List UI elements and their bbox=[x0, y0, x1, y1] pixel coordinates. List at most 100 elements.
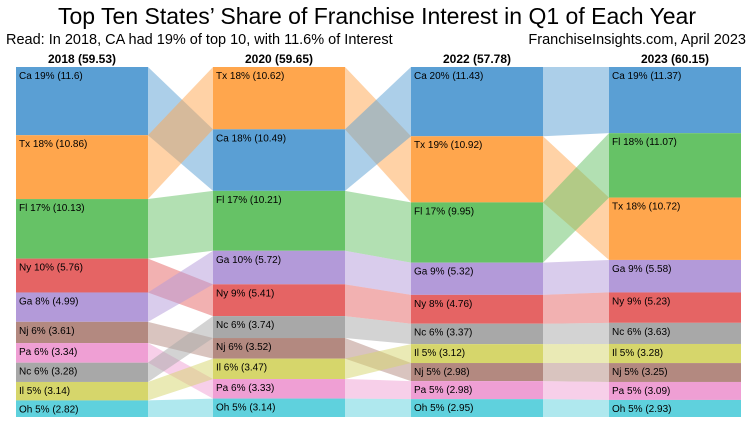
bar-segment-ga bbox=[213, 250, 345, 285]
segment-label: Nj 5% (2.98) bbox=[414, 367, 470, 378]
bar-segment-ca bbox=[411, 67, 543, 137]
bar-layer: Ca 19% (11.6) Tx 18% (10.86) Fl 17% (10.13… bbox=[16, 67, 741, 417]
segment-label: Il 5% (3.28) bbox=[612, 348, 663, 359]
segment-label: Fl 17% (9.95) bbox=[414, 206, 474, 217]
bar-segment-ga bbox=[411, 262, 543, 295]
segment-label: Nc 6% (3.74) bbox=[216, 320, 274, 331]
flow-nc-0 bbox=[148, 316, 213, 382]
segment-label: Ny 8% (4.76) bbox=[414, 299, 472, 310]
segment-label: Ca 18% (10.49) bbox=[216, 133, 286, 144]
segment-label: Nj 5% (3.25) bbox=[612, 367, 668, 378]
flow-ga-0 bbox=[148, 250, 213, 322]
chart-subtitle-read: Read: In 2018, CA had 19% of top 10, wit… bbox=[6, 32, 393, 48]
flow-ny-2 bbox=[543, 292, 609, 324]
segment-label: Ga 9% (5.58) bbox=[612, 264, 671, 275]
bar-segment-fl bbox=[609, 133, 741, 198]
bar-segment-ny bbox=[609, 292, 741, 323]
bar-segment-tx bbox=[213, 67, 345, 130]
segment-label: Ga 9% (5.32) bbox=[414, 267, 473, 278]
flow-il-1 bbox=[345, 344, 411, 380]
segment-label: Il 5% (3.14) bbox=[19, 386, 70, 397]
bar-segment-il bbox=[213, 358, 345, 380]
segment-label: Fl 17% (10.21) bbox=[216, 195, 282, 206]
bar-segment-oh bbox=[609, 399, 741, 417]
flow-pa-1 bbox=[345, 379, 411, 400]
flow-nj-2 bbox=[543, 363, 609, 382]
bar-segment-ga bbox=[609, 259, 741, 293]
bar-segment-nj bbox=[213, 338, 345, 359]
bar-segment-oh bbox=[213, 398, 345, 417]
segment-label: Nj 6% (3.61) bbox=[19, 326, 75, 337]
bar-segment-tx bbox=[609, 197, 741, 260]
flow-ga-2 bbox=[543, 259, 609, 295]
bar-segment-pa bbox=[213, 379, 345, 399]
bar-segment-pa bbox=[16, 343, 148, 363]
flow-ca-2 bbox=[543, 67, 609, 137]
segment-label: Fl 18% (11.07) bbox=[612, 137, 677, 148]
bar-segment-il bbox=[16, 381, 148, 401]
flow-oh-2 bbox=[543, 399, 609, 417]
bar-segment-nj bbox=[609, 363, 741, 382]
bar-segment-nc bbox=[411, 323, 543, 345]
segment-label: Ny 9% (5.23) bbox=[612, 296, 670, 307]
chart-title: Top Ten States’ Share of Franchise Inter… bbox=[58, 3, 696, 29]
bar-segment-fl bbox=[16, 199, 148, 259]
bar-segment-ca bbox=[609, 67, 741, 134]
flow-oh-0 bbox=[148, 398, 213, 417]
segment-label: Nc 6% (3.63) bbox=[612, 327, 670, 338]
bar-segment-fl bbox=[213, 190, 345, 251]
segment-label: Ga 8% (4.99) bbox=[19, 296, 78, 307]
column-header-2: 2022 (57.78) bbox=[443, 52, 511, 66]
flow-il-2 bbox=[543, 343, 609, 364]
bar-segment-oh bbox=[16, 400, 148, 417]
flow-fl-1 bbox=[345, 190, 411, 263]
bar-segment-tx bbox=[411, 136, 543, 203]
segment-label: Ca 19% (11.37) bbox=[612, 71, 681, 82]
bar-segment-nj bbox=[411, 363, 543, 382]
column-header-layer: 2018 (59.53) 2020 (59.65) 2022 (57.78) 2023… bbox=[48, 52, 709, 66]
bar-segment-nc bbox=[609, 322, 741, 344]
segment-label: Fl 17% (10.13) bbox=[19, 203, 85, 214]
flow-il-0 bbox=[148, 358, 213, 401]
bar-segment-nj bbox=[16, 321, 148, 344]
flow-oh-1 bbox=[345, 398, 411, 417]
bar-segment-oh bbox=[411, 399, 543, 417]
segment-label: Tx 19% (10.92) bbox=[414, 140, 482, 151]
segment-label: Oh 5% (2.95) bbox=[414, 403, 473, 414]
bar-segment-ca bbox=[213, 129, 345, 191]
segment-label: Pa 6% (3.33) bbox=[216, 383, 274, 394]
bar-segment-tx bbox=[16, 135, 148, 200]
segment-label: Oh 5% (2.93) bbox=[612, 404, 671, 415]
bar-segment-ny bbox=[411, 294, 543, 324]
flow-ca-1 bbox=[345, 67, 411, 191]
flow-nc-2 bbox=[543, 322, 609, 345]
bar-segment-pa bbox=[609, 381, 741, 400]
segment-label: Oh 5% (2.82) bbox=[19, 404, 78, 415]
bar-segment-il bbox=[609, 343, 741, 364]
flow-ny-1 bbox=[345, 284, 411, 324]
segment-label: Il 6% (3.47) bbox=[216, 363, 267, 374]
bar-segment-nc bbox=[16, 362, 148, 382]
bar-segment-ga bbox=[16, 292, 148, 322]
bar-segment-ca bbox=[16, 67, 148, 136]
segment-label: Tx 18% (10.72) bbox=[612, 202, 680, 213]
flow-tx-0 bbox=[148, 67, 213, 200]
segment-label: Ga 10% (5.72) bbox=[216, 255, 281, 266]
bar-segment-il bbox=[411, 344, 543, 364]
segment-label: Ca 19% (11.6) bbox=[19, 71, 83, 82]
flow-fl-0 bbox=[148, 190, 213, 259]
flow-pa-2 bbox=[543, 381, 609, 400]
segment-label: Il 5% (3.12) bbox=[414, 348, 465, 359]
segment-label: Nc 6% (3.37) bbox=[414, 328, 472, 339]
segment-label: Pa 6% (3.34) bbox=[19, 347, 77, 358]
segment-label: Oh 5% (3.14) bbox=[216, 403, 275, 414]
segment-label: Tx 18% (10.62) bbox=[216, 71, 284, 82]
bar-segment-fl bbox=[411, 202, 543, 263]
column-header-3: 2023 (60.15) bbox=[641, 52, 709, 66]
segment-label: Tx 18% (10.86) bbox=[19, 139, 87, 150]
segment-label: Nj 6% (3.52) bbox=[216, 342, 272, 353]
segment-label: Pa 5% (3.09) bbox=[612, 386, 670, 397]
segment-label: Ny 9% (5.41) bbox=[216, 288, 274, 299]
bar-segment-pa bbox=[411, 381, 543, 400]
